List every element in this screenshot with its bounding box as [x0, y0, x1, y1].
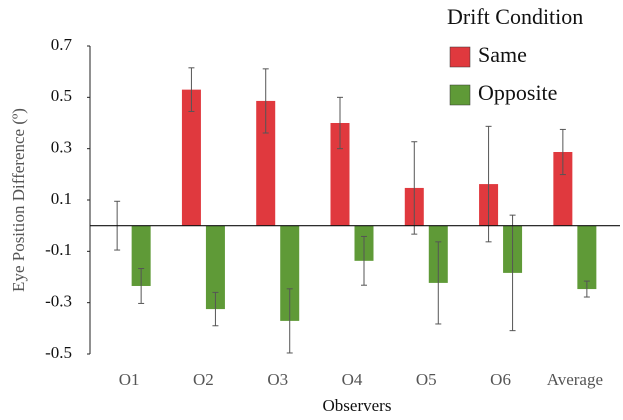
- error-bar: [138, 268, 145, 304]
- x-tick-label: O1: [119, 370, 140, 389]
- y-tick-label: -0.3: [45, 292, 72, 311]
- error-bar: [286, 288, 293, 354]
- y-tick-label: -0.1: [45, 240, 72, 259]
- error-bar: [559, 128, 566, 176]
- legend-label: Same: [478, 42, 527, 67]
- x-tick-label: O5: [416, 370, 437, 389]
- bar: [553, 152, 573, 226]
- error-bar: [262, 68, 269, 134]
- x-tick-label: O3: [267, 370, 288, 389]
- error-bar: [188, 67, 195, 112]
- error-bar: [337, 96, 343, 150]
- legend-swatch: [449, 46, 471, 68]
- legend-title: Drift Condition: [447, 4, 583, 29]
- y-tick-label: -0.5: [45, 343, 72, 362]
- bar: [280, 225, 300, 321]
- y-tick-label: 0.3: [51, 138, 72, 157]
- bar: [256, 100, 276, 226]
- bar: [577, 225, 597, 290]
- error-bar: [509, 214, 516, 332]
- error-bar: [212, 291, 219, 327]
- bar: [181, 89, 201, 226]
- x-tick-label: O2: [193, 370, 214, 389]
- bar: [205, 225, 225, 310]
- error-bar: [583, 280, 590, 298]
- legend-swatch: [449, 84, 471, 106]
- y-tick-label: 0.5: [51, 86, 72, 105]
- x-axis-title: Observers: [323, 396, 392, 415]
- error-bar: [361, 235, 367, 286]
- error-bar: [485, 125, 492, 243]
- y-tick-label: 0.1: [51, 189, 72, 208]
- y-axis-title: Eye Position Difference (º): [9, 108, 28, 292]
- error-bar: [435, 241, 442, 325]
- bar: [131, 225, 151, 286]
- bar: [330, 123, 350, 226]
- legend-label: Opposite: [478, 80, 557, 105]
- x-tick-label: O6: [490, 370, 511, 389]
- y-tick-label: 0.7: [51, 35, 73, 54]
- x-tick-label: O4: [342, 370, 363, 389]
- x-tick-label: Average: [547, 370, 603, 389]
- error-bar: [411, 141, 418, 235]
